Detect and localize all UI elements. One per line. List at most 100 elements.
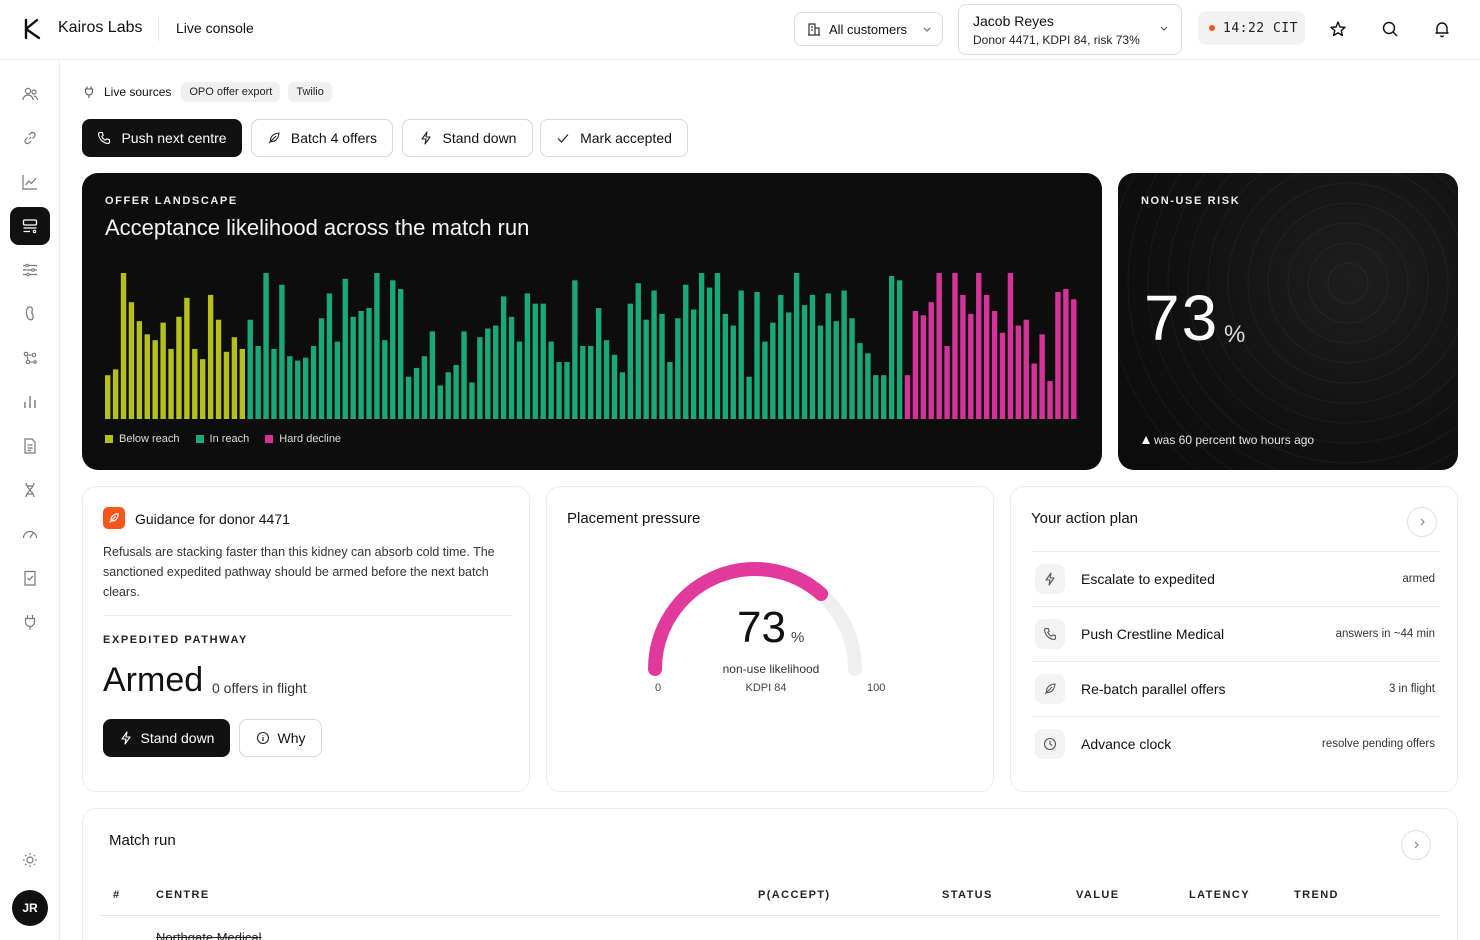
risk-note: was 60 percent two hours ago <box>1141 433 1314 447</box>
customer-select[interactable]: All customers <box>794 12 943 46</box>
push-next-centre-button[interactable]: Push next centre <box>82 119 242 157</box>
nav-console[interactable] <box>10 207 50 245</box>
offer-landscape-eyebrow: OFFER LANDSCAPE <box>105 195 238 207</box>
column-header-trend[interactable]: TREND <box>1294 889 1339 901</box>
guidance-stand-down-button[interactable]: Stand down <box>103 719 230 757</box>
chart-bar <box>382 340 388 419</box>
chart-bar <box>611 354 618 419</box>
chart-bar <box>983 294 990 419</box>
column-header-value[interactable]: VALUE <box>1076 889 1120 901</box>
avatar[interactable]: JR <box>12 890 48 926</box>
live-sources: Live sources OPO offer export Twilio <box>82 81 340 103</box>
source-chip[interactable]: Twilio <box>288 82 332 102</box>
chart-bar <box>405 376 412 419</box>
nav-users[interactable] <box>10 75 50 113</box>
chart-bar <box>358 310 364 419</box>
match-run-card: Match run # CENTRE P(ACCEPT) STATUS VALU… <box>82 808 1458 940</box>
nav-integrations[interactable] <box>10 603 50 641</box>
chart-bar <box>1023 319 1029 419</box>
bar-chart-icon <box>24 396 36 408</box>
placement-pressure-card: Placement pressure 73 % non-use likeliho… <box>546 486 994 792</box>
chart-bar <box>762 341 768 419</box>
phone-icon <box>98 131 111 145</box>
table-header-divider <box>100 915 1440 916</box>
guidance-stand-down-label: Stand down <box>140 730 215 746</box>
chart-bar <box>413 367 420 419</box>
nav-filters[interactable] <box>10 251 50 289</box>
column-header-status[interactable]: STATUS <box>942 889 993 901</box>
chart-bar <box>318 318 325 419</box>
nav-genetics[interactable] <box>10 471 50 509</box>
nav-trends[interactable] <box>10 163 50 201</box>
chart-bar <box>857 343 863 419</box>
chart-bar <box>778 294 784 419</box>
offer-landscape-card: OFFER LANDSCAPE Acceptance likelihood ac… <box>82 173 1102 470</box>
pathway-status: Armed <box>103 661 204 699</box>
batch-offers-button[interactable]: Batch 4 offers <box>251 119 393 157</box>
plan-row-rebatch[interactable]: Re-batch parallel offers 3 in flight <box>1031 661 1439 716</box>
sidebar: JR <box>0 60 60 940</box>
stand-down-button[interactable]: Stand down <box>402 119 533 157</box>
star-icon[interactable] <box>1328 19 1348 39</box>
chart-bar <box>112 369 119 419</box>
search-icon[interactable] <box>1380 19 1400 39</box>
chart-bar <box>1071 299 1077 419</box>
chart-bar <box>200 359 206 419</box>
nav-checklist[interactable] <box>10 559 50 597</box>
chart-bar <box>500 296 507 419</box>
non-use-risk-card: NON-USE RISK 73 % was 60 percent two hou… <box>1118 173 1458 470</box>
chart-bar <box>643 319 649 419</box>
plan-row-escalate[interactable]: Escalate to expedited armed <box>1031 551 1439 606</box>
nav-network[interactable] <box>10 339 50 377</box>
info-icon <box>256 731 269 745</box>
chart-bar <box>572 280 578 419</box>
patient-detail: Donor 4471, KDPI 84, risk 73% <box>973 33 1140 47</box>
bell-icon[interactable] <box>1432 19 1452 39</box>
nav-stats[interactable] <box>10 383 50 421</box>
live-clock: 14:22 CIT <box>1198 11 1305 45</box>
chart-bar <box>770 322 776 419</box>
column-header-p-accept[interactable]: P(ACCEPT) <box>758 889 831 901</box>
patient-select[interactable]: Jacob Reyes Donor 4471, KDPI 84, risk 73… <box>958 4 1182 55</box>
feather-icon <box>268 132 280 144</box>
offer-landscape-title: Acceptance likelihood across the match r… <box>105 215 530 240</box>
chart-bar <box>310 346 317 419</box>
network-icon <box>23 351 37 365</box>
chart-bar <box>231 337 238 419</box>
chart-bar <box>271 348 277 419</box>
chart-bar <box>944 346 950 419</box>
plan-row-push-crestline[interactable]: Push Crestline Medical answers in ~44 mi… <box>1031 606 1439 661</box>
risk-value: 73 <box>1144 282 1220 354</box>
column-header-centre[interactable]: CENTRE <box>156 889 210 901</box>
nav-performance[interactable] <box>10 515 50 553</box>
column-header-latency[interactable]: LATENCY <box>1189 889 1250 901</box>
nav-theme[interactable] <box>10 841 50 879</box>
column-header-rank[interactable]: # <box>113 889 121 901</box>
action-plan-expand-button[interactable] <box>1407 507 1437 537</box>
nav-organs[interactable] <box>10 295 50 333</box>
clock-time: 14:22 CIT <box>1223 20 1298 36</box>
match-run-expand-button[interactable] <box>1401 830 1431 860</box>
source-chip[interactable]: OPO offer export <box>181 82 281 102</box>
nav-documents[interactable] <box>10 427 50 465</box>
chart-bar <box>667 362 673 419</box>
why-button[interactable]: Why <box>239 719 322 757</box>
mark-accepted-button[interactable]: Mark accepted <box>540 119 688 157</box>
plan-row-advance-clock[interactable]: Advance clock resolve pending offers <box>1031 716 1439 771</box>
customer-select-value: All customers <box>829 21 908 37</box>
chevron-down-icon <box>923 27 931 32</box>
guidance-body: Refusals are stacking faster than this k… <box>103 545 495 599</box>
gauge-label: non-use likelihood <box>722 662 820 676</box>
chart-bar <box>556 362 562 419</box>
bolt-icon <box>420 131 431 145</box>
table-row-centre[interactable]: Northgate Medical <box>156 930 262 940</box>
gauge-fill <box>648 562 829 676</box>
nav-links[interactable] <box>10 119 50 157</box>
dna-icon <box>25 482 35 498</box>
chart-bar <box>168 348 174 419</box>
chart-bar <box>247 319 253 419</box>
guidance-badge <box>103 507 125 529</box>
chart-bar <box>1015 325 1022 419</box>
plug-icon <box>84 86 94 98</box>
chart-bar <box>184 297 190 419</box>
